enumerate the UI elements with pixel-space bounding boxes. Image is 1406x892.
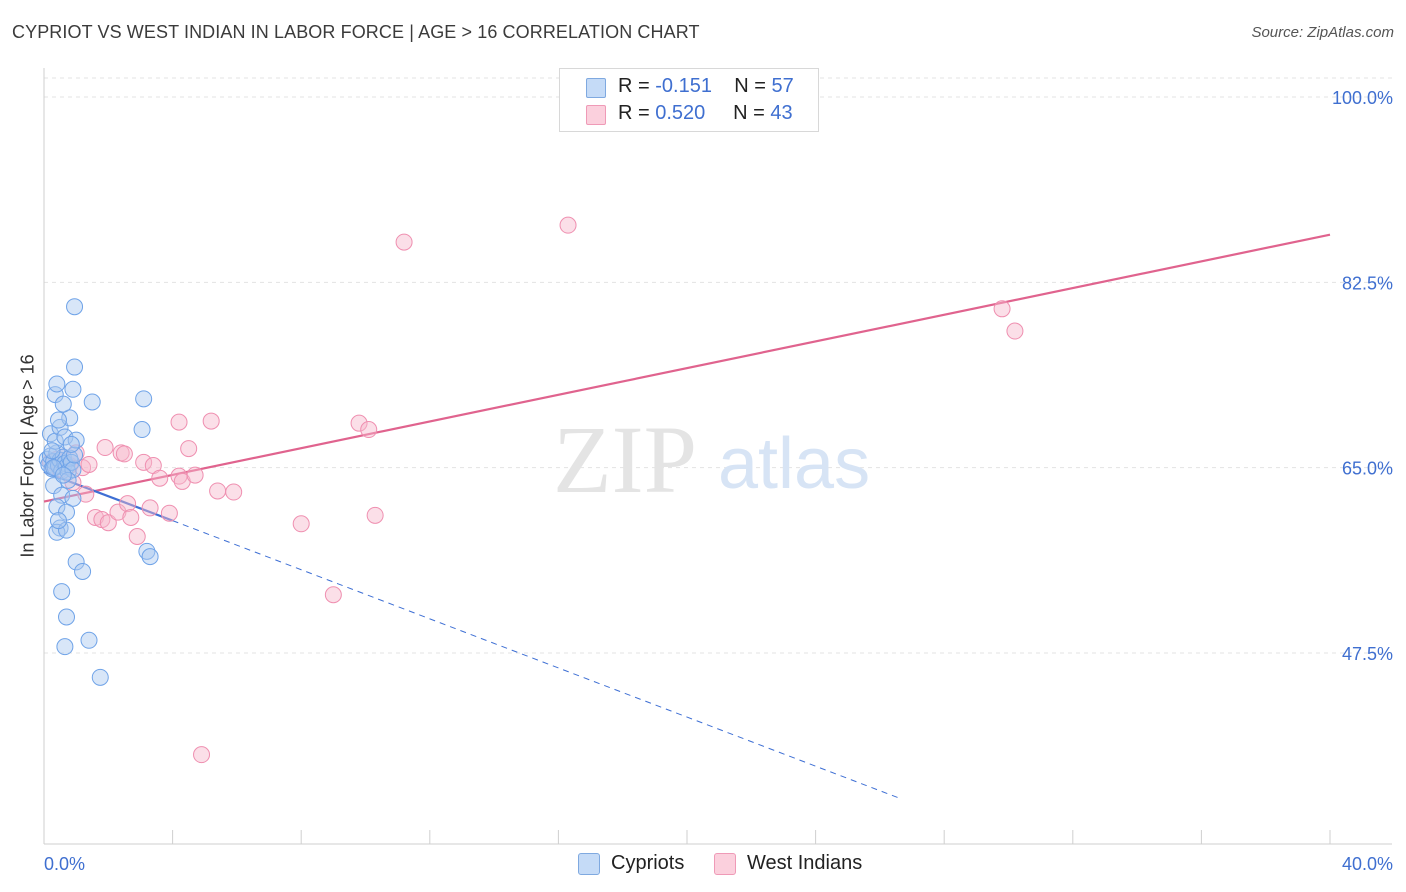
- cypriot-point: [54, 395, 72, 413]
- west-indian-point: [135, 453, 153, 471]
- cypriot-point: [64, 461, 82, 479]
- tick-labels: 47.5% 65.0% 82.5% 100.0% 0.0% 40.0%: [44, 88, 1393, 874]
- west-indian-point: [193, 746, 211, 764]
- cypriot-point: [56, 638, 74, 656]
- y-tick-label: 65.0%: [1342, 459, 1393, 479]
- cypriots-trend-extension: [172, 520, 900, 799]
- legend-n-value: 57: [771, 75, 794, 97]
- west-indian-point: [1006, 322, 1024, 340]
- cypriot-point: [64, 489, 82, 507]
- cypriot-point: [91, 668, 109, 686]
- cypriot-point: [83, 393, 101, 411]
- x-tick-label-min: 0.0%: [44, 854, 85, 874]
- cypriot-point: [48, 498, 66, 516]
- y-tick-label: 100.0%: [1332, 88, 1393, 108]
- trend-lines: [43, 233, 1331, 799]
- bottom-legend-swatch-west-indians: [714, 853, 736, 875]
- cypriot-point: [80, 631, 98, 649]
- legend-r-label: R =: [618, 75, 656, 97]
- west-indian-point: [128, 528, 146, 546]
- cypriot-point: [66, 298, 84, 316]
- chart-title: CYPRIOT VS WEST INDIAN IN LABOR FORCE | …: [12, 22, 700, 42]
- cypriot-point: [58, 608, 76, 626]
- legend-n-value: 43: [770, 102, 793, 124]
- watermark-atlas: atlas: [718, 424, 870, 504]
- west-indian-point: [86, 508, 104, 526]
- stats-legend: R = -0.151 N = 57 R = 0.520 N = 43: [559, 68, 819, 132]
- cypriot-point: [66, 358, 84, 376]
- west-indian-point: [292, 515, 310, 533]
- legend-r-value: -0.151: [655, 75, 712, 97]
- west-indian-point: [360, 421, 378, 439]
- cypriot-point: [48, 375, 66, 393]
- west-indian-point: [80, 455, 98, 473]
- axes: [43, 68, 1392, 845]
- cypriot-point: [61, 409, 79, 427]
- bottom-legend-swatch-cypriots: [578, 853, 600, 875]
- cypriot-point: [49, 512, 67, 530]
- west-indian-point: [202, 412, 220, 430]
- west-indians-trend-line: [43, 233, 1331, 503]
- cypriot-point: [66, 446, 84, 464]
- cypriot-point: [62, 435, 80, 453]
- west-indian-point: [99, 514, 117, 532]
- west-indian-point: [122, 508, 140, 526]
- cypriot-point: [135, 390, 153, 408]
- legend-r-label: R =: [618, 102, 656, 124]
- west-indian-point: [395, 233, 413, 251]
- cypriot-point: [53, 583, 71, 601]
- data-points: [38, 216, 1024, 764]
- y-tick-label: 47.5%: [1342, 644, 1393, 664]
- west-indian-point: [366, 506, 384, 524]
- watermark: ZIP atlas: [553, 406, 870, 513]
- bottom-legend-label-west-indians: West Indians: [747, 852, 863, 874]
- cypriot-point: [49, 411, 67, 429]
- cypriot-point: [64, 380, 82, 398]
- west-indian-point: [119, 495, 137, 513]
- west-indian-point: [225, 483, 243, 501]
- west-indian-point: [96, 439, 114, 457]
- cypriot-point: [138, 542, 156, 560]
- west-indian-point: [77, 485, 95, 503]
- cypriot-point: [67, 553, 85, 571]
- west-indian-point: [180, 440, 198, 458]
- grid-lines: [44, 77, 1392, 654]
- west-indian-point: [170, 413, 188, 431]
- west-indian-point: [151, 469, 169, 487]
- west-indian-point: [186, 466, 204, 484]
- y-tick-label: 82.5%: [1342, 273, 1393, 293]
- legend-r-value: 0.520: [655, 102, 706, 124]
- legend-swatch-cypriots: [586, 78, 606, 98]
- cypriot-point: [54, 466, 72, 484]
- west-indian-point: [559, 216, 577, 234]
- bottom-legend-label-cypriots: Cypriots: [611, 852, 685, 874]
- cypriot-point: [59, 471, 77, 489]
- west-indian-point: [350, 414, 368, 432]
- west-indian-point: [109, 503, 127, 521]
- x-tick-label-max: 40.0%: [1342, 854, 1393, 874]
- west-indian-point: [993, 300, 1011, 318]
- west-indian-point: [324, 586, 342, 604]
- cypriot-point: [74, 562, 92, 580]
- legend-n-label: N =: [733, 102, 771, 124]
- y-axis-title: In Labor Force | Age > 16: [17, 354, 38, 558]
- watermark-zip: ZIP: [553, 406, 697, 513]
- west-indian-point: [209, 482, 227, 500]
- legend-swatch-west-indians: [586, 105, 606, 125]
- cypriot-point: [133, 421, 151, 439]
- cypriot-point: [43, 442, 61, 460]
- west-indian-point: [141, 499, 159, 517]
- west-indian-point: [160, 504, 178, 522]
- cypriot-point: [141, 548, 159, 566]
- legend-n-label: N =: [734, 75, 772, 97]
- source-label: Source: ZipAtlas.com: [1251, 24, 1394, 41]
- west-indian-point: [115, 445, 133, 463]
